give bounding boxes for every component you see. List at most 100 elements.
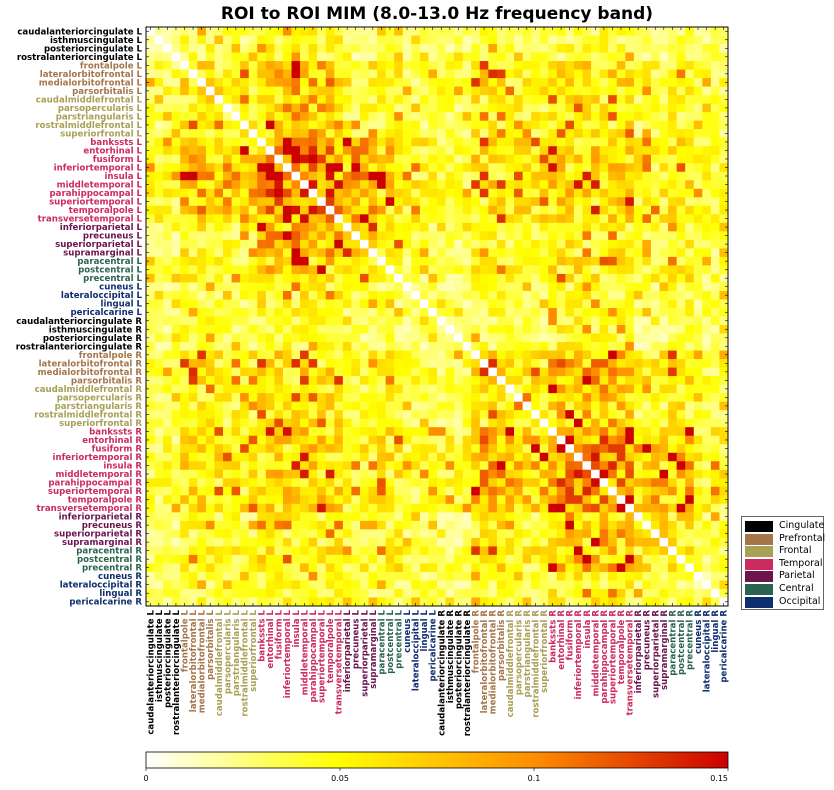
heatmap-cell [325, 69, 335, 79]
heatmap-cell [702, 418, 712, 428]
heatmap-cell [342, 231, 352, 241]
heatmap-cell [591, 180, 601, 190]
heatmap-cell [325, 231, 335, 241]
heatmap-cell [556, 197, 566, 207]
heatmap-cell [531, 163, 541, 173]
heatmap-cell [419, 231, 429, 241]
heatmap-cell [223, 503, 232, 513]
heatmap-cell [377, 546, 387, 556]
heatmap-cell [548, 503, 558, 513]
heatmap-cell [411, 180, 421, 190]
heatmap-cell [359, 78, 369, 87]
heatmap-cell [565, 503, 575, 513]
heatmap-cell [300, 418, 310, 428]
heatmap-cell [146, 95, 155, 105]
heatmap-cell [154, 78, 164, 87]
heatmap-cell [556, 78, 566, 87]
heatmap-cell [223, 401, 232, 411]
heatmap-cell [334, 197, 344, 207]
heatmap-cell [565, 299, 575, 309]
heatmap-cell [659, 205, 669, 215]
heatmap-cell [599, 112, 609, 122]
heatmap-cell [231, 222, 241, 232]
heatmap-cell [154, 86, 164, 96]
heatmap-cell [205, 469, 215, 479]
column-labels: caudalanteriorcingulate Listhmuscingulat… [146, 609, 729, 736]
heatmap-cell [454, 61, 464, 70]
heatmap-cell [582, 503, 592, 513]
heatmap-cell [274, 401, 284, 411]
heatmap-cell [702, 350, 712, 360]
heatmap-cell [471, 350, 481, 360]
heatmap-cell [479, 146, 489, 156]
heatmap-cell [693, 129, 703, 139]
heatmap-cell [223, 188, 232, 198]
heatmap-cell [650, 163, 660, 173]
heatmap-cell [539, 486, 549, 496]
heatmap-cell [642, 461, 652, 471]
heatmap-cell [317, 86, 327, 96]
heatmap-cell [428, 52, 438, 62]
heatmap-cell [676, 580, 686, 590]
heatmap-cell [205, 129, 215, 139]
heatmap-cell [351, 401, 361, 411]
heatmap-cell [445, 282, 455, 292]
heatmap-cell [625, 384, 635, 394]
heatmap-cell [231, 61, 241, 70]
heatmap-cell [702, 35, 712, 45]
heatmap-cell [496, 486, 506, 496]
heatmap-cell [556, 69, 566, 79]
heatmap-cell [650, 588, 660, 598]
heatmap-cell [214, 239, 224, 249]
heatmap-cell [514, 95, 523, 105]
heatmap-cell [514, 512, 523, 522]
heatmap-cell [539, 197, 549, 207]
heatmap-cell [342, 61, 352, 70]
heatmap-cell [163, 61, 173, 70]
heatmap-cell [342, 367, 352, 377]
heatmap-cell [419, 103, 429, 113]
heatmap-cell [205, 563, 215, 573]
heatmap-cell [685, 333, 695, 343]
heatmap-cell [676, 27, 686, 36]
heatmap-cell [573, 580, 583, 590]
heatmap-cell [274, 495, 284, 505]
heatmap-cell [308, 78, 318, 87]
heatmap-cell [308, 520, 318, 530]
heatmap-cell [334, 120, 344, 130]
heatmap-cell [154, 69, 164, 79]
heatmap-cell [265, 103, 275, 113]
heatmap-cell [573, 486, 583, 496]
heatmap-cell [368, 384, 378, 394]
heatmap-cell [573, 512, 583, 522]
heatmap-cell [471, 188, 481, 198]
heatmap-cell [188, 469, 198, 479]
heatmap-cell [334, 401, 344, 411]
heatmap-cell [445, 61, 455, 70]
heatmap-cell [565, 239, 575, 249]
heatmap-cell [334, 376, 344, 386]
heatmap-cell [265, 410, 275, 420]
heatmap-cell [257, 563, 267, 573]
heatmap-cell [171, 171, 181, 181]
heatmap-cell [385, 154, 395, 164]
heatmap-cell [642, 112, 652, 122]
heatmap-cell [719, 546, 729, 556]
heatmap-cell [591, 384, 601, 394]
heatmap-cell [325, 171, 335, 181]
heatmap-cell [462, 188, 472, 198]
heatmap-cell [214, 163, 224, 173]
heatmap-cell [642, 61, 652, 70]
heatmap-cell [496, 163, 506, 173]
heatmap-cell [548, 103, 558, 113]
heatmap-cell [214, 367, 224, 377]
heatmap-cell [471, 137, 481, 147]
heatmap-cell [402, 393, 412, 403]
heatmap-cell [522, 146, 532, 156]
heatmap-cell [291, 35, 301, 45]
heatmap-cell [428, 435, 438, 445]
heatmap-cell [351, 120, 361, 130]
heatmap-cell [454, 197, 464, 207]
heatmap-cell [265, 231, 275, 241]
heatmap-cell [454, 597, 464, 607]
